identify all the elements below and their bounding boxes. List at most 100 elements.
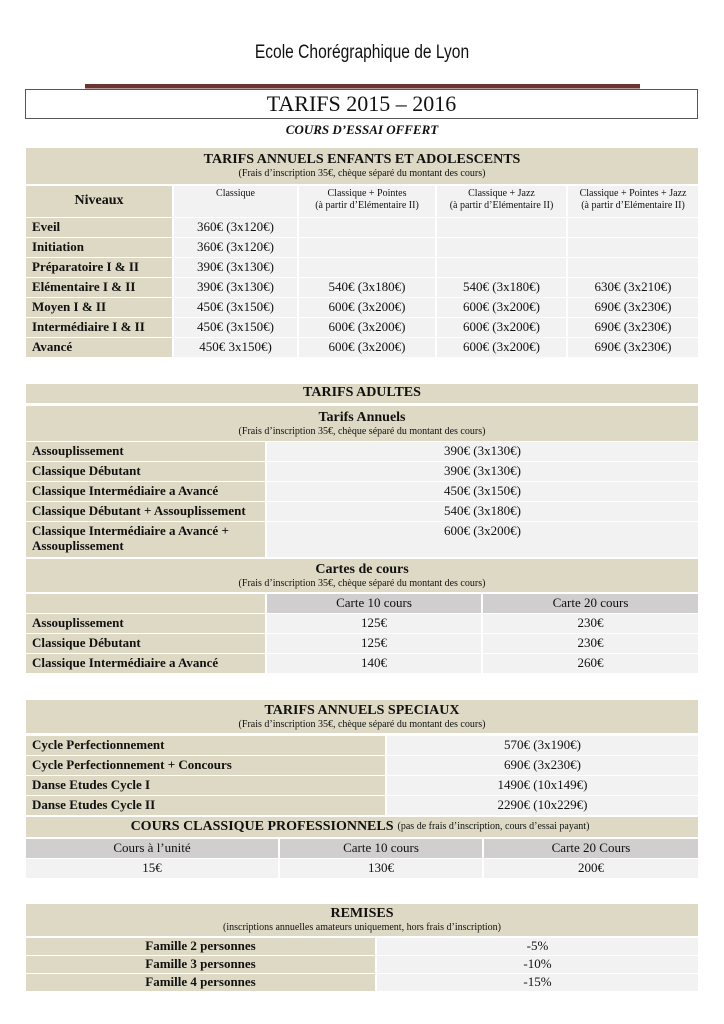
- price-cell: 600€ (3x200€): [437, 318, 566, 337]
- remises-header: REMISES (inscriptions annuelles amateurs …: [26, 904, 698, 936]
- price-cell: 390€ (3x130€): [174, 258, 297, 277]
- price-cell: 690€ (3x230€): [568, 318, 698, 337]
- price-cell: 690€ (3x230€): [387, 756, 698, 775]
- price-cell-text: 390€ (3x130€): [444, 463, 521, 479]
- column-header-text: Classique + Pointes + Jazz: [579, 188, 687, 199]
- section-note: (Frais d’inscription 35€, chèque séparé …: [238, 168, 486, 180]
- price-cell-text: 540€ (3x180€): [444, 503, 521, 519]
- discount-value-text: -5%: [526, 938, 549, 954]
- course-label-text: Cycle Perfectionnement + Concours: [32, 757, 232, 773]
- price-cell-text: 125€: [361, 615, 387, 631]
- trial-offer-note: COURS D’ESSAI OFFERT: [285, 122, 439, 137]
- price-cell-text: 600€ (3x200€): [328, 339, 406, 355]
- section-title: TARIFS ANNUELS ENFANTS ET ADOLESCENTS: [203, 152, 521, 168]
- price-cell: 2290€ (10x229€): [387, 796, 698, 815]
- column-header-text: Classique: [216, 188, 255, 199]
- course-label-text: Classique Intermédiaire a Avancé: [32, 483, 219, 499]
- price-cell-text: 450€ 3x150€): [199, 339, 272, 355]
- price-cell: 450€ (3x150€): [174, 318, 297, 337]
- course-label-text: Danse Etudes Cycle II: [32, 797, 156, 813]
- section-note: (inscriptions annuelles amateurs uniquem…: [223, 922, 501, 934]
- column-header-text: Classique + Pointes: [327, 188, 407, 199]
- price-cell: 690€ (3x230€): [568, 298, 698, 317]
- price-cell: [568, 218, 698, 237]
- price-cell: 540€ (3x180€): [437, 278, 566, 297]
- price-cell: 600€ (3x200€): [437, 338, 566, 357]
- price-cell-text: 360€ (3x120€): [197, 239, 274, 255]
- price-cell-text: 600€ (3x200€): [463, 299, 540, 315]
- column-header-niveaux: Niveaux: [26, 186, 172, 217]
- price-cell-text: 450€ (3x150€): [197, 319, 274, 335]
- price-cell-text: 600€ (3x200€): [463, 339, 540, 355]
- course-label: Cycle Perfectionnement: [26, 736, 385, 755]
- course-label: Classique Débutant: [26, 462, 265, 481]
- price-cell: 450€ (3x150€): [267, 482, 698, 501]
- price-cell-text: 360€ (3x120€): [197, 219, 274, 235]
- price-cell: 450€ (3x150€): [174, 298, 297, 317]
- annuels-header: Tarifs Annuels (Frais d’inscription 35€, …: [26, 406, 698, 441]
- column-header: Classique + Pointes (à partir d’Elémentai…: [299, 186, 435, 217]
- column-header-text: Classique + Jazz: [468, 188, 535, 199]
- school-name: Ecole Chorégraphique de Lyon: [254, 42, 470, 63]
- column-header: Carte 20 Cours: [484, 839, 698, 858]
- column-header: Classique + Jazz (à partir d’Elémentaire …: [437, 186, 566, 217]
- price-cell: 540€ (3x180€): [267, 502, 698, 521]
- discount-value: -10%: [377, 956, 698, 973]
- price-cell: [568, 258, 698, 277]
- price-cell: 600€ (3x200€): [267, 522, 698, 557]
- price-cell-text: 600€ (3x200€): [463, 319, 540, 335]
- price-cell-text: 540€ (3x180€): [328, 279, 406, 295]
- price-cell-text: 390€ (3x130€): [444, 443, 521, 459]
- pro-header: COURS CLASSIQUE PROFESSIONNELS (pas de fr…: [26, 817, 698, 837]
- column-header-niveaux-text: Niveaux: [74, 193, 124, 209]
- price-cell-text: 600€ (3x200€): [328, 319, 406, 335]
- price-cell: 360€ (3x120€): [174, 218, 297, 237]
- level-label: Initiation: [26, 238, 172, 257]
- price-cell: 360€ (3x120€): [174, 238, 297, 257]
- price-cell: [299, 238, 435, 257]
- column-header: Carte 20 cours: [483, 594, 698, 613]
- discount-label: Famille 4 personnes: [26, 974, 375, 991]
- price-cell-text: 15€: [142, 860, 162, 876]
- price-cell: 540€ (3x180€): [299, 278, 435, 297]
- course-label: Classique Intermédiaire a Avancé: [26, 482, 265, 501]
- level-label: Avancé: [26, 338, 172, 357]
- enfants-header: TARIFS ANNUELS ENFANTS ET ADOLESCENTS (Fr…: [26, 148, 698, 184]
- column-header-text: Carte 20 Cours: [551, 840, 631, 856]
- price-cell: 690€ (3x230€): [568, 338, 698, 357]
- discount-label-text: Famille 3 personnes: [145, 956, 256, 972]
- section-note: (Frais d’inscription 35€, chèque séparé …: [238, 577, 486, 589]
- column-header-text: (à partir d’Elémentaire II): [581, 199, 685, 211]
- price-cell: 390€ (3x130€): [267, 462, 698, 481]
- course-label: Classique Intermédiaire a Avancé: [26, 654, 265, 673]
- section-note: (Frais d’inscription 35€, chèque séparé …: [238, 718, 486, 730]
- price-cell-text: 600€ (3x200€): [444, 523, 521, 538]
- price-cell: 390€ (3x130€): [174, 278, 297, 297]
- price-cell: [299, 258, 435, 277]
- course-label-text: Classique Intermédiaire a Avancé + Assou…: [32, 523, 229, 553]
- column-header-text: Carte 10 cours: [343, 840, 419, 856]
- price-cell-text: 130€: [368, 860, 394, 876]
- course-label: Cycle Perfectionnement + Concours: [26, 756, 385, 775]
- level-label: Moyen I & II: [26, 298, 172, 317]
- price-cell-text: 140€: [361, 655, 387, 671]
- course-label-text: Classique Débutant: [32, 463, 141, 479]
- price-cell: [437, 218, 566, 237]
- price-cell-text: 690€ (3x230€): [594, 299, 672, 315]
- column-header-text: (à partir d’Elémentaire II): [449, 199, 554, 211]
- price-cell-text: 600€ (3x200€): [328, 299, 406, 315]
- price-cell: [437, 258, 566, 277]
- price-cell-text: 630€ (3x210€): [594, 279, 672, 295]
- price-cell-text: 690€ (3x230€): [594, 339, 672, 355]
- price-cell-text: 1490€ (10x149€): [497, 777, 588, 793]
- section-title: REMISES: [330, 906, 394, 922]
- section-note: (Frais d’inscription 35€, chèque séparé …: [238, 425, 486, 437]
- level-label-text: Eveil: [32, 219, 61, 235]
- price-cell-text: 230€: [577, 615, 604, 631]
- course-label-text: Classique Débutant: [32, 635, 141, 651]
- price-cell: 600€ (3x200€): [299, 298, 435, 317]
- level-label-text: Initiation: [32, 239, 85, 255]
- course-label-text: Danse Etudes Cycle I: [32, 777, 151, 793]
- course-label: Danse Etudes Cycle I: [26, 776, 385, 795]
- price-cell-text: 200€: [578, 860, 604, 876]
